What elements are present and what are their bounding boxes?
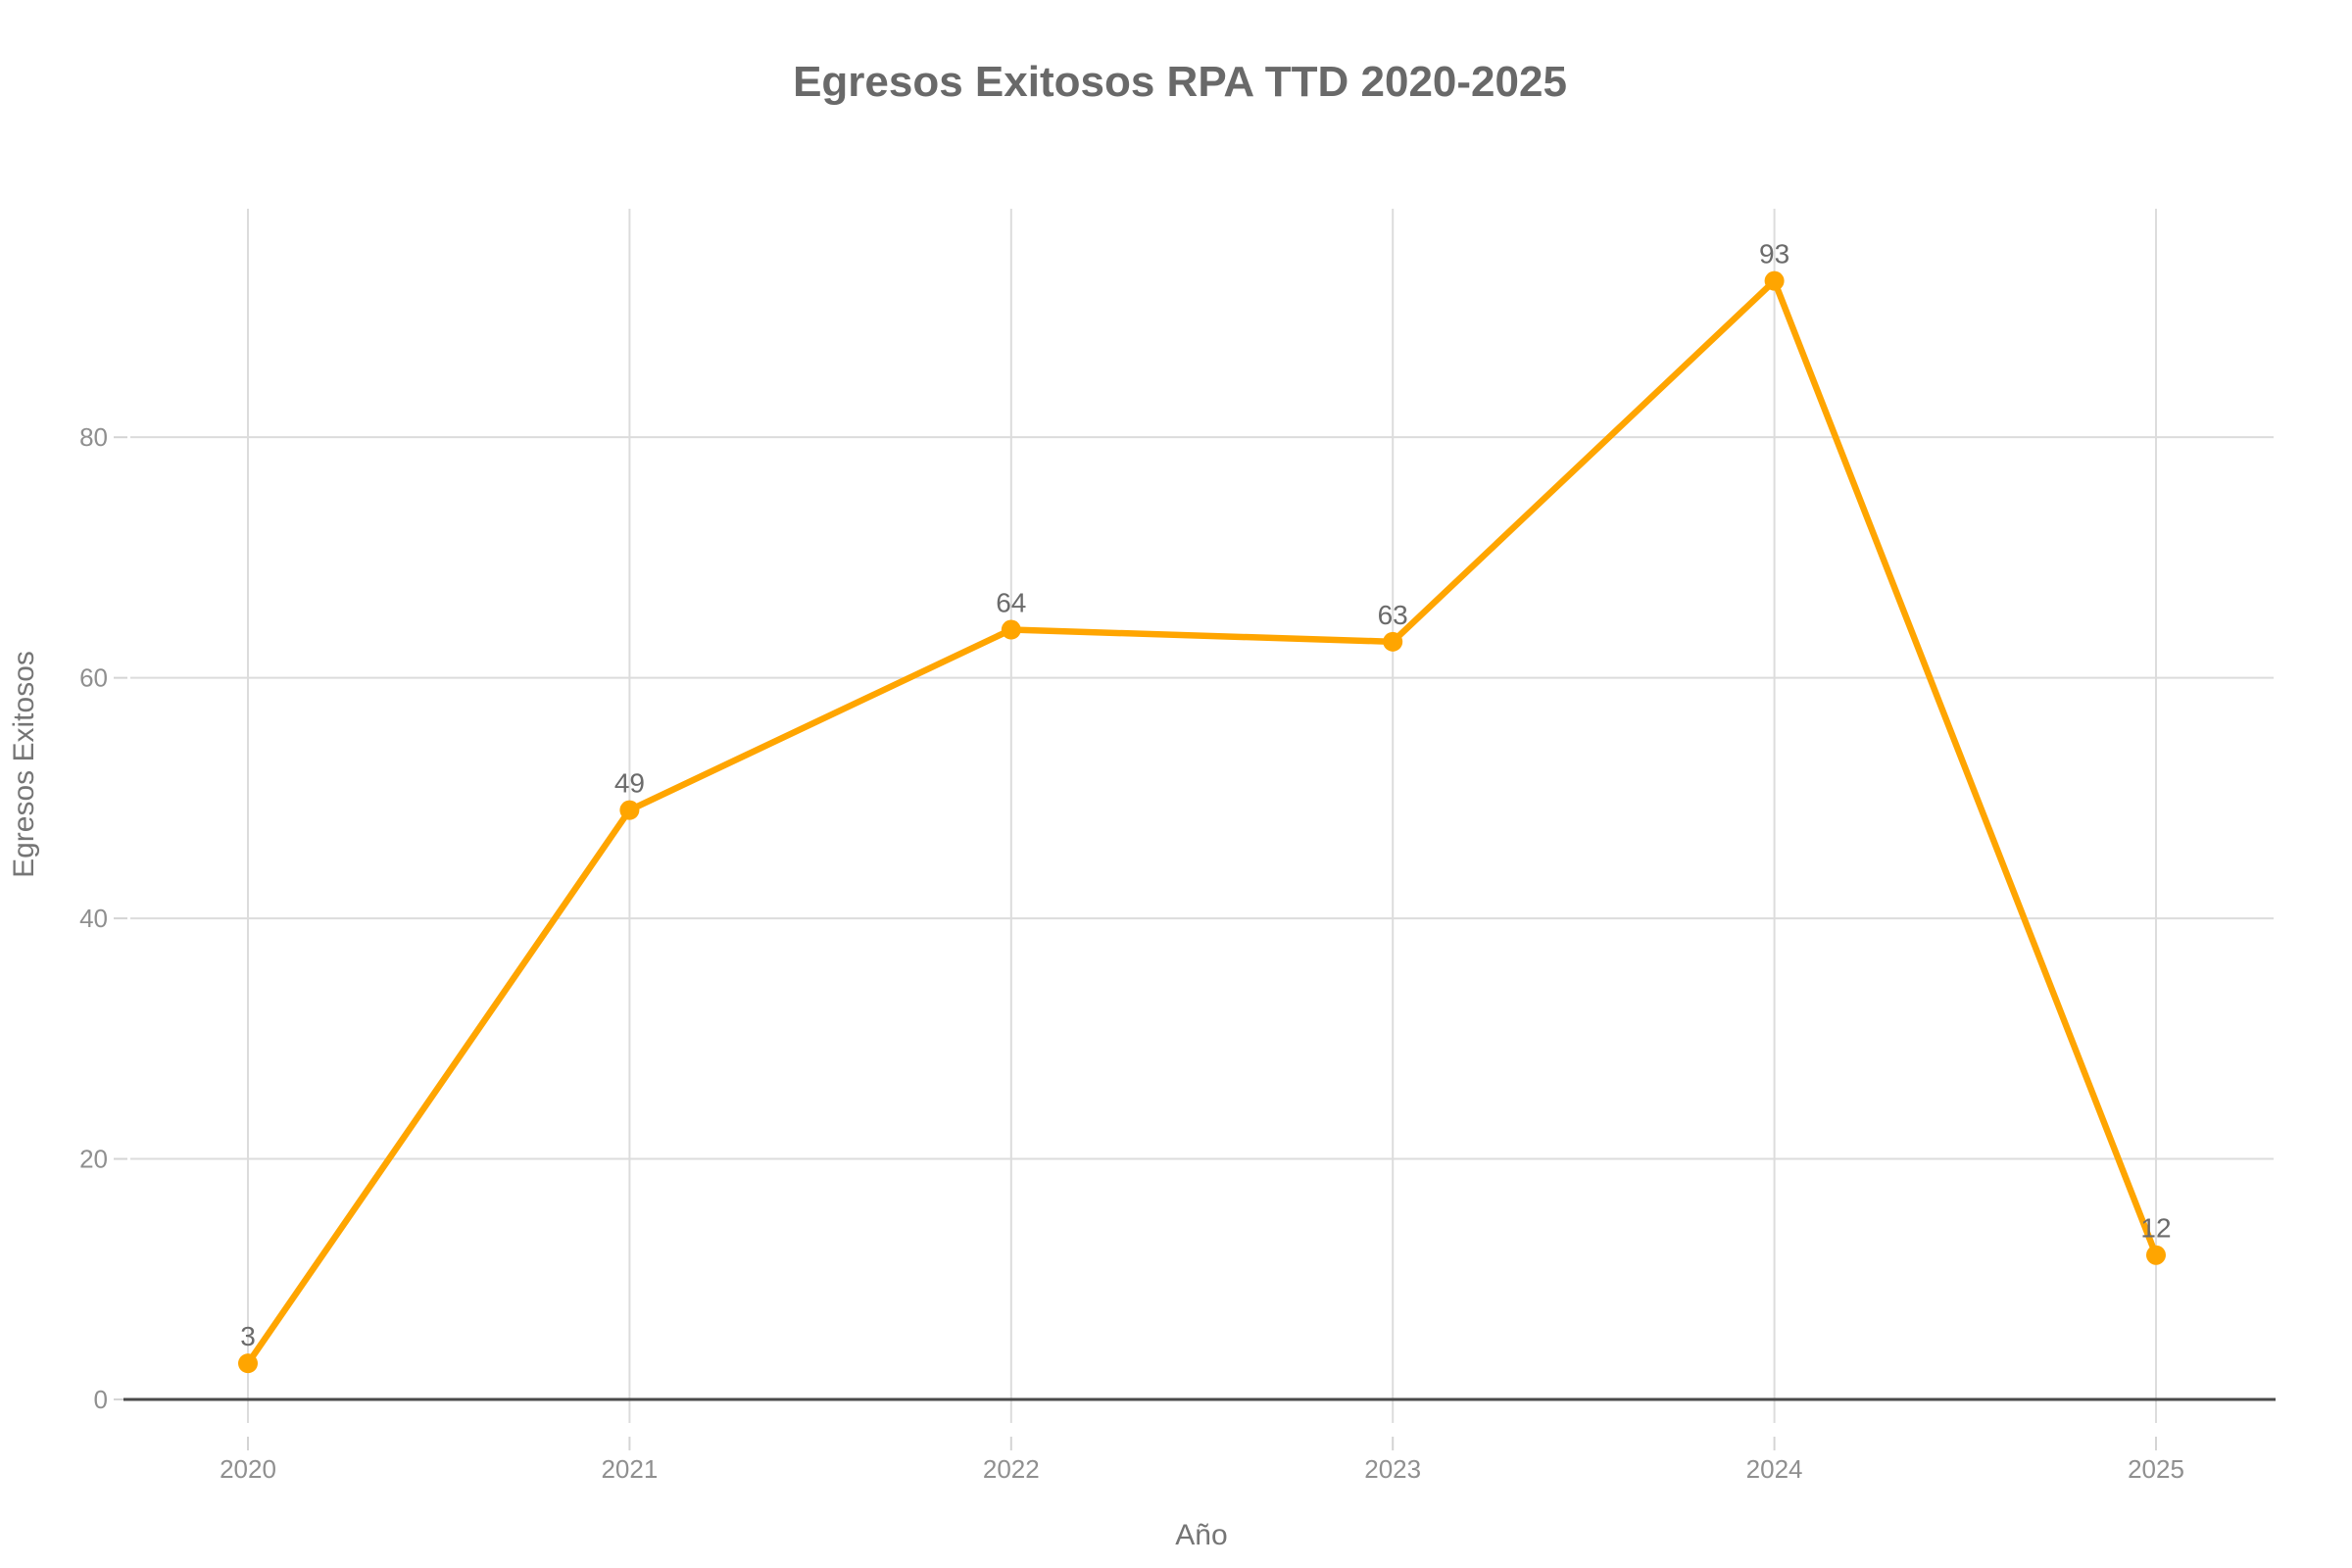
- data-label-2024: 93: [1759, 239, 1789, 270]
- grid-layer: 0 20 40 60 80 2020 2021 2022 2023 2024 2025: [79, 209, 2274, 1484]
- x-axis-title: Año: [1175, 1519, 1227, 1551]
- data-point-2025[interactable]: [2146, 1245, 2166, 1265]
- y-axis-title: Egresos Exitosos: [8, 651, 40, 878]
- x-tick-label-2022: 2022: [983, 1454, 1040, 1484]
- data-point-2024[interactable]: [1764, 270, 1785, 291]
- x-tick-label-2025: 2025: [2128, 1454, 2184, 1484]
- data-label-2020: 3: [240, 1321, 256, 1351]
- x-tick-label-2024: 2024: [1746, 1454, 1803, 1484]
- x-tick-label-2023: 2023: [1364, 1454, 1421, 1484]
- data-label-2021: 49: [614, 768, 645, 799]
- y-tick-label-80: 80: [79, 422, 108, 452]
- y-tick-label-40: 40: [79, 904, 108, 933]
- x-tick-label-2020: 2020: [220, 1454, 276, 1484]
- series-line: [244, 277, 2160, 1367]
- y-tick-label-20: 20: [79, 1145, 108, 1174]
- x-tick-label-2021: 2021: [601, 1454, 658, 1484]
- data-label-2022: 64: [996, 588, 1026, 618]
- data-label-2025: 12: [2140, 1213, 2171, 1244]
- data-point-2023[interactable]: [1383, 631, 1403, 652]
- data-point-2022[interactable]: [1001, 619, 1021, 640]
- data-point-2020[interactable]: [238, 1353, 258, 1374]
- data-label-2023: 63: [1378, 600, 1408, 630]
- series-layer: [238, 270, 2166, 1374]
- y-tick-label-0: 0: [94, 1385, 108, 1414]
- y-tick-label-60: 60: [79, 663, 108, 693]
- value-label-layer: 3 49 64 63 93 12: [240, 239, 2171, 1352]
- chart-title: Egresos Exitosos RPA TTD 2020-2025: [793, 58, 1567, 106]
- data-point-2021[interactable]: [619, 800, 640, 820]
